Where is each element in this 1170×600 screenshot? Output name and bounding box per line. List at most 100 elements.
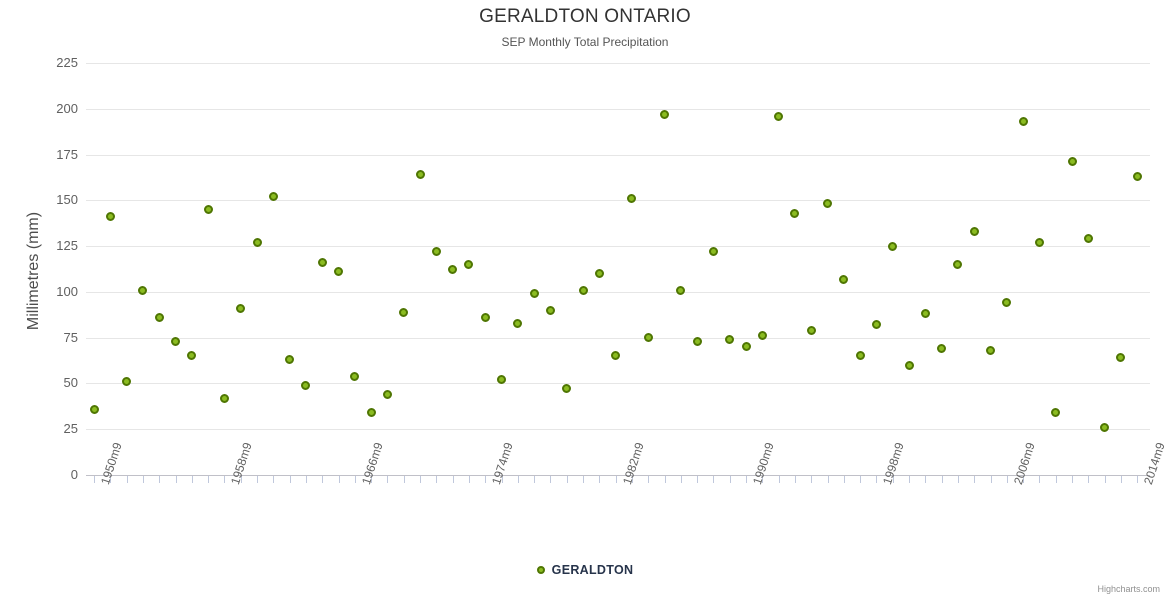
- data-point[interactable]: [529, 289, 539, 299]
- data-point[interactable]: [464, 259, 474, 269]
- data-point[interactable]: [187, 351, 197, 361]
- x-axis-tick: [436, 476, 437, 483]
- data-point[interactable]: [513, 318, 523, 328]
- data-point[interactable]: [252, 237, 262, 247]
- data-point[interactable]: [154, 313, 164, 323]
- x-axis-tick: [176, 476, 177, 483]
- data-point[interactable]: [839, 274, 849, 284]
- x-axis-tick: [942, 476, 943, 483]
- data-point[interactable]: [1132, 172, 1142, 182]
- data-point[interactable]: [937, 344, 947, 354]
- data-point[interactable]: [138, 285, 148, 295]
- x-axis-tick: [844, 476, 845, 483]
- x-axis-tick: [991, 476, 992, 483]
- data-point[interactable]: [203, 204, 213, 214]
- x-axis-tick: [485, 476, 486, 483]
- x-axis-tick: [387, 476, 388, 483]
- data-point[interactable]: [953, 259, 963, 269]
- x-axis-tick: [632, 476, 633, 483]
- data-point[interactable]: [594, 269, 604, 279]
- y-axis-tick-label: 25: [63, 421, 78, 437]
- data-point[interactable]: [1002, 298, 1012, 308]
- data-point[interactable]: [643, 333, 653, 343]
- data-point[interactable]: [1116, 353, 1126, 363]
- data-point[interactable]: [562, 384, 572, 394]
- data-point[interactable]: [415, 170, 425, 180]
- data-point[interactable]: [448, 265, 458, 275]
- data-point[interactable]: [219, 393, 229, 403]
- data-point[interactable]: [1067, 157, 1077, 167]
- x-axis-tick: [697, 476, 698, 483]
- data-point[interactable]: [888, 241, 898, 251]
- data-point[interactable]: [904, 360, 914, 370]
- credits-link[interactable]: Highcharts.com: [1097, 584, 1160, 594]
- legend-item-label: GERALDTON: [551, 563, 634, 578]
- data-point[interactable]: [920, 309, 930, 319]
- data-point[interactable]: [122, 377, 132, 387]
- x-axis-tick: [273, 476, 274, 483]
- data-point[interactable]: [855, 351, 865, 361]
- data-point[interactable]: [823, 199, 832, 209]
- gridline: [86, 246, 1150, 247]
- x-axis-tick: [811, 476, 812, 483]
- x-axis-tick: [224, 476, 225, 483]
- data-point[interactable]: [334, 267, 343, 277]
- data-point[interactable]: [1051, 408, 1061, 418]
- data-point[interactable]: [399, 307, 409, 317]
- data-point[interactable]: [545, 305, 555, 315]
- x-axis-line: [86, 475, 1150, 476]
- x-axis-tick: [974, 476, 975, 483]
- x-axis-tick: [322, 476, 323, 483]
- x-axis-tick: [371, 476, 372, 483]
- y-axis-tick-label: 175: [56, 146, 78, 162]
- data-point[interactable]: [676, 285, 686, 295]
- data-point[interactable]: [480, 313, 490, 323]
- data-point[interactable]: [285, 355, 295, 365]
- data-point[interactable]: [741, 342, 751, 352]
- data-point[interactable]: [236, 303, 246, 313]
- data-point[interactable]: [806, 325, 816, 335]
- x-axis-tick: [110, 476, 111, 483]
- data-point[interactable]: [986, 345, 995, 355]
- x-axis-tick: [1105, 476, 1106, 483]
- data-point[interactable]: [1083, 234, 1093, 244]
- gridline: [86, 338, 1150, 339]
- data-point[interactable]: [757, 331, 767, 341]
- data-point[interactable]: [317, 258, 327, 268]
- data-point[interactable]: [578, 285, 588, 295]
- data-point[interactable]: [627, 194, 637, 203]
- data-point[interactable]: [774, 111, 784, 121]
- x-axis-tick: [958, 476, 959, 483]
- data-point[interactable]: [611, 351, 621, 361]
- data-point[interactable]: [790, 208, 800, 218]
- chart-subtitle: SEP Monthly Total Precipitation: [501, 35, 669, 49]
- gridline: [86, 155, 1150, 156]
- data-point[interactable]: [89, 404, 99, 414]
- data-point[interactable]: [1034, 237, 1044, 247]
- data-point[interactable]: [660, 109, 669, 119]
- data-point[interactable]: [105, 212, 115, 222]
- data-point[interactable]: [1018, 117, 1028, 127]
- data-point[interactable]: [171, 336, 180, 346]
- data-point[interactable]: [366, 408, 376, 418]
- data-point[interactable]: [1100, 422, 1110, 432]
- data-point[interactable]: [350, 371, 360, 381]
- x-axis-tick: [925, 476, 926, 483]
- y-axis-tick-label: 75: [63, 329, 78, 345]
- data-point[interactable]: [431, 247, 441, 257]
- data-point[interactable]: [725, 334, 735, 344]
- x-axis-tick: [94, 476, 95, 483]
- x-axis-tick: [1023, 476, 1024, 483]
- legend-item-geraldton[interactable]: GERALDTON: [536, 562, 634, 578]
- data-point[interactable]: [301, 380, 311, 390]
- data-point[interactable]: [497, 375, 506, 385]
- data-point[interactable]: [969, 226, 979, 236]
- data-point[interactable]: [382, 389, 392, 399]
- data-point[interactable]: [268, 192, 278, 202]
- x-axis-tick: [502, 476, 503, 483]
- x-axis-tick: [1137, 476, 1138, 483]
- data-point[interactable]: [692, 336, 702, 346]
- data-point[interactable]: [871, 320, 881, 330]
- x-axis-tick: [616, 476, 617, 483]
- data-point[interactable]: [708, 247, 718, 257]
